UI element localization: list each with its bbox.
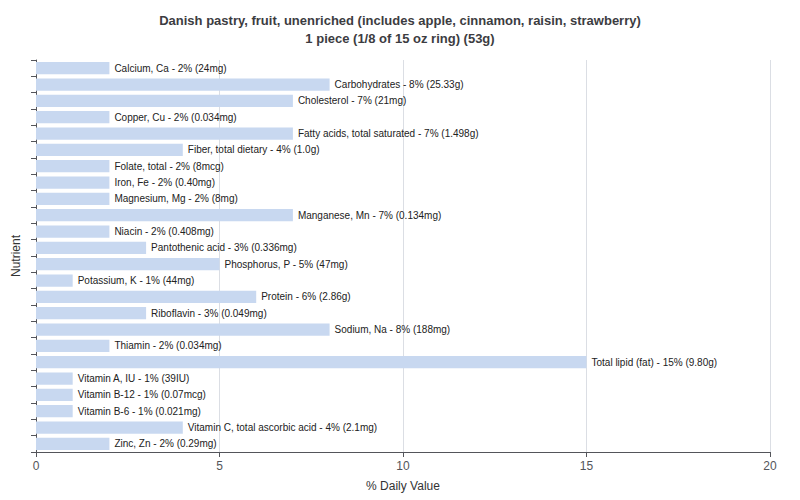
svg-text:Riboflavin - 3% (0.049mg): Riboflavin - 3% (0.049mg) xyxy=(151,308,267,319)
svg-text:Copper, Cu - 2% (0.034mg): Copper, Cu - 2% (0.034mg) xyxy=(114,112,236,123)
svg-text:Folate, total - 2% (8mcg): Folate, total - 2% (8mcg) xyxy=(114,161,223,172)
svg-text:Fiber, total dietary - 4% (1.0: Fiber, total dietary - 4% (1.0g) xyxy=(188,144,320,155)
svg-text:5: 5 xyxy=(216,459,223,473)
svg-text:Pantothenic acid - 3% (0.336mg: Pantothenic acid - 3% (0.336mg) xyxy=(151,242,297,253)
svg-text:Carbohydrates - 8% (25.33g): Carbohydrates - 8% (25.33g) xyxy=(335,79,464,90)
svg-text:Total lipid (fat) - 15% (9.80g: Total lipid (fat) - 15% (9.80g) xyxy=(592,357,718,368)
svg-text:1 piece (1/8 of 15 oz ring) (5: 1 piece (1/8 of 15 oz ring) (53g) xyxy=(305,31,494,46)
svg-text:10: 10 xyxy=(396,459,410,473)
svg-text:Vitamin C, total ascorbic acid: Vitamin C, total ascorbic acid - 4% (2.1… xyxy=(188,422,377,433)
svg-text:Vitamin A, IU - 1% (39IU): Vitamin A, IU - 1% (39IU) xyxy=(78,373,190,384)
svg-text:Cholesterol - 7% (21mg): Cholesterol - 7% (21mg) xyxy=(298,95,406,106)
svg-text:% Daily Value: % Daily Value xyxy=(366,479,440,493)
svg-text:Nutrient: Nutrient xyxy=(9,234,23,277)
svg-text:15: 15 xyxy=(580,459,594,473)
svg-text:Sodium, Na - 8% (188mg): Sodium, Na - 8% (188mg) xyxy=(335,324,451,335)
svg-text:Danish pastry, fruit, unenrich: Danish pastry, fruit, unenriched (includ… xyxy=(159,13,641,28)
svg-text:20: 20 xyxy=(763,459,777,473)
svg-text:Protein - 6% (2.86g): Protein - 6% (2.86g) xyxy=(261,291,351,302)
svg-text:Vitamin B-12 - 1% (0.07mcg): Vitamin B-12 - 1% (0.07mcg) xyxy=(78,389,206,400)
svg-text:Phosphorus, P - 5% (47mg): Phosphorus, P - 5% (47mg) xyxy=(225,259,348,270)
svg-text:0: 0 xyxy=(33,459,40,473)
svg-text:Manganese, Mn - 7% (0.134mg): Manganese, Mn - 7% (0.134mg) xyxy=(298,210,441,221)
svg-text:Zinc, Zn - 2% (0.29mg): Zinc, Zn - 2% (0.29mg) xyxy=(114,438,216,449)
svg-text:Potassium, K - 1% (44mg): Potassium, K - 1% (44mg) xyxy=(78,275,195,286)
svg-text:Vitamin B-6 - 1% (0.021mg): Vitamin B-6 - 1% (0.021mg) xyxy=(78,406,201,417)
svg-text:Fatty acids, total saturated -: Fatty acids, total saturated - 7% (1.498… xyxy=(298,128,479,139)
svg-text:Niacin - 2% (0.408mg): Niacin - 2% (0.408mg) xyxy=(114,226,213,237)
svg-text:Calcium, Ca - 2% (24mg): Calcium, Ca - 2% (24mg) xyxy=(114,63,226,74)
svg-text:Magnesium, Mg - 2% (8mg): Magnesium, Mg - 2% (8mg) xyxy=(114,193,237,204)
svg-text:Thiamin - 2% (0.034mg): Thiamin - 2% (0.034mg) xyxy=(114,340,221,351)
svg-text:Iron, Fe - 2% (0.40mg): Iron, Fe - 2% (0.40mg) xyxy=(114,177,215,188)
